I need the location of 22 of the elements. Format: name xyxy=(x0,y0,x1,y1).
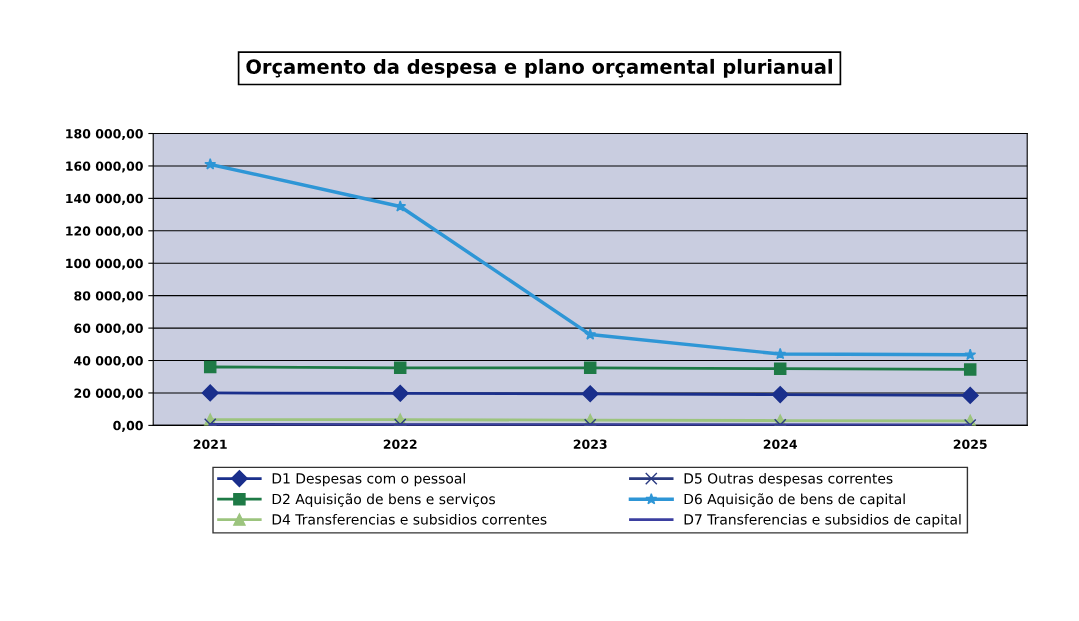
y-tick-label: 80 000,00 xyxy=(74,291,143,303)
legend-label: D5 Outras despesas correntes xyxy=(684,472,893,487)
y-tick-label: 0,00 xyxy=(113,420,143,432)
y-tick-label: 140 000,00 xyxy=(66,193,143,205)
y-tick-label: 160 000,00 xyxy=(66,161,143,173)
x-tick-label: 2021 xyxy=(193,439,227,449)
legend-label: D2 Aquisição de bens e serviços xyxy=(272,493,495,507)
legend-label: D7 Transferencias e subsidios de capital xyxy=(684,513,961,528)
x-tick-label: 2025 xyxy=(953,439,987,449)
y-tick-label: 120 000,00 xyxy=(66,226,143,238)
y-tick-label: 100 000,00 xyxy=(66,258,143,270)
legend-label: D1 Despesas com o pessoal xyxy=(272,472,465,487)
legend-label: D4 Transferencias e subsidios correntes xyxy=(272,513,547,525)
legend-label: D6 Aquisição de bens de capital xyxy=(684,493,905,507)
x-tick-label: 2024 xyxy=(763,439,798,449)
chart-title: Orçamento da despesa e plano orçamental plurianual xyxy=(246,58,832,78)
y-tick-label: 60 000,00 xyxy=(74,323,143,335)
y-tick-label: 180 000,00 xyxy=(66,128,143,141)
y-tick-label: 40 000,00 xyxy=(74,356,143,368)
x-tick-label: 2023 xyxy=(573,439,607,449)
x-tick-label: 2022 xyxy=(383,439,417,449)
y-tick-label: 20 000,00 xyxy=(74,388,143,400)
